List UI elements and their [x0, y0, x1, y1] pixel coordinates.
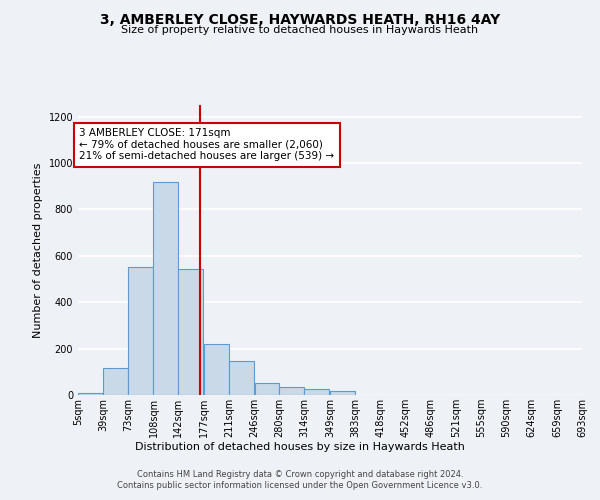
- Bar: [154, 182, 178, 395]
- Bar: [204, 344, 229, 395]
- Bar: [304, 388, 329, 395]
- Bar: [254, 383, 280, 395]
- Text: Size of property relative to detached houses in Haywards Heath: Size of property relative to detached ho…: [121, 25, 479, 35]
- Text: Contains HM Land Registry data © Crown copyright and database right 2024.: Contains HM Land Registry data © Crown c…: [137, 470, 463, 479]
- Bar: [280, 388, 304, 395]
- Text: 3 AMBERLEY CLOSE: 171sqm
← 79% of detached houses are smaller (2,060)
21% of sem: 3 AMBERLEY CLOSE: 171sqm ← 79% of detach…: [79, 128, 335, 162]
- Bar: [128, 268, 153, 395]
- Bar: [330, 391, 355, 395]
- Bar: [178, 268, 203, 395]
- Bar: [78, 393, 103, 395]
- Text: Contains public sector information licensed under the Open Government Licence v3: Contains public sector information licen…: [118, 481, 482, 490]
- Bar: [229, 362, 254, 395]
- Y-axis label: Number of detached properties: Number of detached properties: [33, 162, 43, 338]
- Text: Distribution of detached houses by size in Haywards Heath: Distribution of detached houses by size …: [135, 442, 465, 452]
- Bar: [103, 368, 128, 395]
- Text: 3, AMBERLEY CLOSE, HAYWARDS HEATH, RH16 4AY: 3, AMBERLEY CLOSE, HAYWARDS HEATH, RH16 …: [100, 12, 500, 26]
